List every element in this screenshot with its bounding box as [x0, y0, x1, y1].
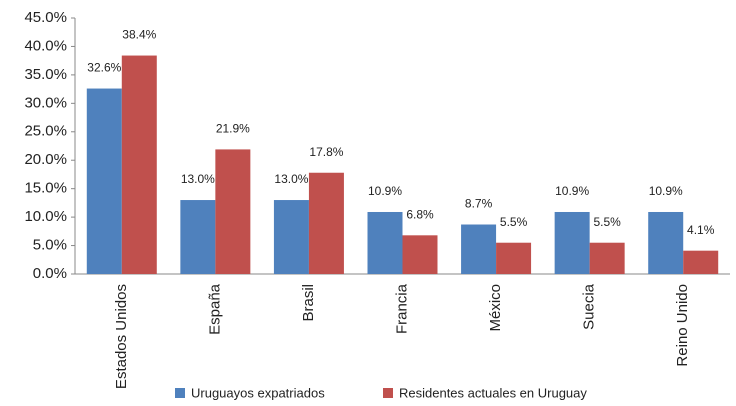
- data-label: 13.0%: [181, 172, 215, 186]
- data-label: 17.8%: [309, 145, 343, 159]
- y-tick-label: 15.0%: [24, 180, 67, 197]
- data-label: 38.4%: [122, 28, 156, 42]
- bar: [402, 235, 438, 274]
- y-tick-label: 20.0%: [24, 151, 67, 168]
- bar: [308, 172, 344, 274]
- legend-swatch: [175, 388, 185, 398]
- data-label: 8.7%: [465, 197, 493, 211]
- y-tick-label: 5.0%: [33, 237, 67, 254]
- x-tick-label: Francia: [393, 283, 410, 334]
- y-tick-label: 45.0%: [24, 9, 67, 26]
- bar: [215, 149, 251, 274]
- x-tick-label: Suecia: [581, 283, 598, 330]
- legend-label: Uruguayos expatriados: [191, 385, 325, 400]
- y-tick-label: 30.0%: [24, 94, 67, 111]
- bar: [86, 88, 122, 274]
- data-label: 21.9%: [216, 122, 250, 136]
- bar: [461, 224, 497, 274]
- bar: [683, 250, 719, 274]
- y-tick-label: 40.0%: [24, 37, 67, 54]
- x-tick-label: Estados Unidos: [113, 284, 130, 389]
- bar: [273, 200, 309, 274]
- bar: [554, 211, 590, 274]
- x-tick-label: Brasil: [300, 284, 317, 322]
- bar: [180, 200, 216, 274]
- y-tick-label: 25.0%: [24, 123, 67, 140]
- data-label: 10.9%: [649, 184, 683, 198]
- bar: [367, 211, 403, 274]
- bar: [589, 242, 625, 274]
- data-label: 6.8%: [406, 207, 434, 221]
- data-label: 10.9%: [368, 184, 402, 198]
- data-label: 10.9%: [555, 184, 589, 198]
- data-label: 5.5%: [500, 215, 528, 229]
- data-label: 13.0%: [274, 172, 308, 186]
- bar: [496, 242, 532, 274]
- legend-label: Residentes actuales en Uruguay: [399, 385, 587, 400]
- y-tick-label: 35.0%: [24, 66, 67, 83]
- x-tick-label: España: [206, 283, 223, 335]
- bar: [648, 211, 684, 274]
- bar: [121, 55, 157, 275]
- x-tick-label: Reino Unido: [674, 284, 691, 367]
- y-tick-label: 0.0%: [33, 265, 67, 282]
- data-label: 5.5%: [593, 215, 621, 229]
- legend-swatch: [383, 388, 393, 398]
- data-label: 32.6%: [87, 61, 121, 75]
- data-label: 4.1%: [687, 223, 715, 237]
- y-tick-label: 10.0%: [24, 208, 67, 225]
- x-tick-label: México: [487, 284, 504, 332]
